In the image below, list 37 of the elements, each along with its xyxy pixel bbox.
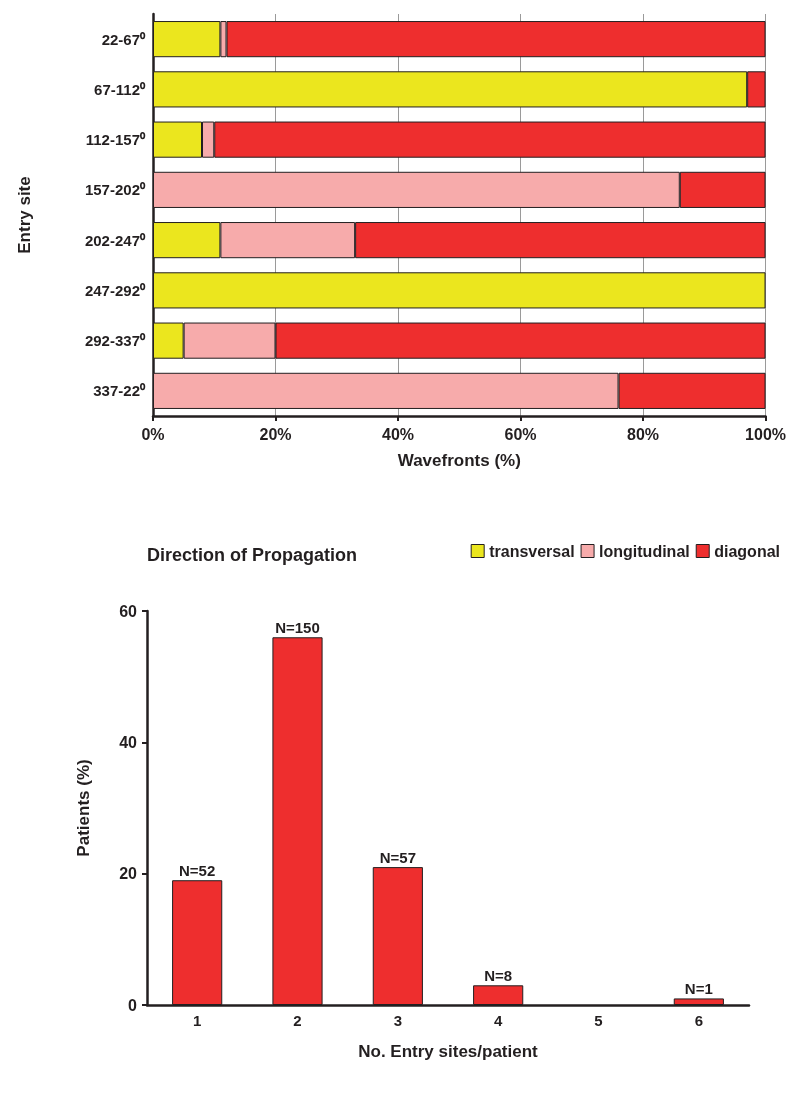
y-tick-label: 40 [119,733,138,751]
annotation: N=52 [179,862,216,880]
legend-title: Direction of Propagation [147,545,358,565]
annotation: N=1 [684,980,713,998]
x-tick-label: 100% [745,425,786,443]
y-tick-label: 157-202⁰ [84,181,146,199]
x-tick-label: 5 [594,1012,603,1029]
annotation: N=150 [275,619,320,637]
y-tick-label: 22-67⁰ [101,30,146,48]
y-tick-label: 60 [119,602,138,620]
legend-label: diagonal [714,542,780,560]
annotation: N=57 [379,849,416,867]
y-tick-label: 337-22⁰ [93,382,146,400]
x-tick-label: 0% [141,425,165,443]
y-axis-title: Patients (%) [74,759,93,857]
annotation: N=8 [484,967,513,985]
legend-label: longitudinal [599,542,690,560]
x-tick-label: 20% [259,425,292,443]
x-tick-label: 40% [382,425,415,443]
y-tick-label: 20 [119,865,138,883]
y-tick-label: 202-247⁰ [84,231,146,249]
y-axis-title: Entry site [15,176,34,254]
x-tick-label: 80% [627,425,660,443]
x-tick-label: 4 [493,1012,503,1029]
y-tick-label: 112-157⁰ [85,131,146,149]
x-tick-label: 1 [192,1012,202,1029]
y-tick-label: 67-112⁰ [94,80,146,98]
x-axis-title: No. Entry sites/patient [358,1042,539,1061]
x-tick-label: 3 [393,1012,403,1029]
y-tick-label: 292-337⁰ [84,332,146,350]
y-tick-label: 247-292⁰ [84,281,146,299]
legend-label: transversal [489,542,575,560]
x-tick-label: 6 [694,1012,704,1029]
x-axis-title: Wavefronts (%) [397,451,521,470]
x-tick-label: 2 [293,1012,302,1029]
x-tick-label: 60% [504,425,537,443]
y-tick-label: 0 [128,996,138,1014]
